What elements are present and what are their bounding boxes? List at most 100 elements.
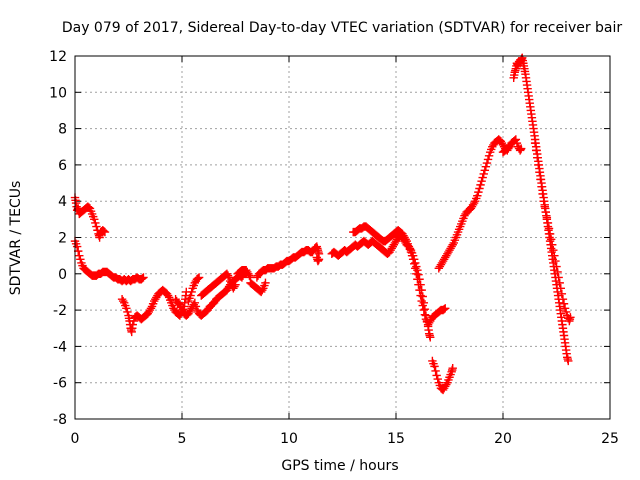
data-point <box>412 269 421 278</box>
x-tick-label: 15 <box>387 431 405 447</box>
data-point <box>483 155 493 164</box>
data-point <box>542 213 552 222</box>
y-tick-label: 4 <box>58 194 67 210</box>
data-point <box>559 299 569 308</box>
data-point <box>414 280 423 289</box>
y-ticks: -8 -6 -4 -2 0 2 4 6 8 10 12 <box>49 49 610 428</box>
data-point <box>550 251 559 260</box>
data-point <box>433 374 442 384</box>
grid <box>75 56 610 419</box>
data-point <box>91 218 100 228</box>
data-point <box>190 298 200 308</box>
data-point <box>535 167 544 177</box>
data-point <box>474 187 483 197</box>
data-point <box>541 207 550 217</box>
data-point <box>546 235 556 244</box>
data-point <box>76 255 85 264</box>
y-axis-label: SDTVAR / TECUs <box>8 181 24 296</box>
data-point <box>516 144 526 153</box>
data-point <box>544 224 554 233</box>
data-point <box>74 246 83 256</box>
data-point <box>479 169 488 179</box>
data-point <box>478 173 487 182</box>
data-point <box>128 320 137 329</box>
data-point <box>416 291 425 300</box>
data-point <box>511 135 521 144</box>
y-tick-label: -8 <box>53 412 67 428</box>
data-point <box>75 251 84 260</box>
data-point <box>224 273 234 282</box>
data-point <box>505 142 514 151</box>
data-point <box>441 304 450 313</box>
data-point <box>225 276 235 286</box>
data-point <box>123 307 132 317</box>
data-point <box>539 197 548 206</box>
data-point <box>417 296 426 306</box>
data-point <box>557 289 567 298</box>
data-point <box>561 307 571 317</box>
y-tick-label: -2 <box>53 303 67 319</box>
data-point <box>448 363 457 373</box>
data-point <box>432 371 441 380</box>
data-point <box>543 218 553 228</box>
data-point <box>409 259 419 269</box>
data-point <box>564 356 573 366</box>
y-tick-label: 12 <box>49 49 67 65</box>
data-point <box>406 247 416 257</box>
data-point <box>420 310 430 319</box>
data-point <box>187 287 196 297</box>
data-point <box>476 180 485 190</box>
plot-marks <box>70 53 575 395</box>
data-point <box>314 255 324 264</box>
y-tick-label: 10 <box>49 85 67 101</box>
data-point <box>540 202 549 211</box>
data-point <box>413 275 422 284</box>
data-point <box>482 158 492 168</box>
data-point <box>477 177 486 186</box>
data-point <box>408 255 418 264</box>
y-tick-label: 6 <box>58 158 67 174</box>
data-point <box>191 302 201 311</box>
data-point <box>537 182 546 191</box>
data-point <box>480 166 490 175</box>
y-tick-label: 8 <box>58 122 67 138</box>
data-point <box>139 273 148 282</box>
x-axis-label: GPS time / hours <box>281 458 398 474</box>
data-point <box>553 267 562 277</box>
data-point <box>481 162 491 171</box>
data-point <box>504 143 513 152</box>
y-tick-label: -4 <box>53 339 67 355</box>
data-point <box>92 222 101 231</box>
data-point <box>555 278 564 288</box>
data-point <box>129 316 139 326</box>
x-tick-label: 0 <box>71 431 80 447</box>
data-point <box>534 160 543 170</box>
data-point <box>554 273 563 282</box>
data-point <box>530 138 540 148</box>
plot-frame <box>74 55 611 420</box>
data-point <box>556 284 565 293</box>
data-point <box>545 229 555 239</box>
data-point <box>560 304 570 313</box>
data-point <box>407 251 417 260</box>
data-point <box>100 227 110 237</box>
data-point <box>566 313 575 322</box>
data-point <box>231 280 240 289</box>
x-tick-label: 10 <box>280 431 298 447</box>
data-point <box>551 256 560 266</box>
y-tick-label: 0 <box>58 267 67 283</box>
data-point <box>99 226 109 236</box>
x-tick-label: 25 <box>601 431 619 447</box>
data-point <box>426 333 435 342</box>
data-point <box>261 278 270 288</box>
data-point <box>194 273 204 282</box>
data-point <box>475 184 484 193</box>
data-point <box>419 305 429 315</box>
data-point <box>512 138 522 148</box>
data-point <box>538 189 547 199</box>
data-point <box>90 215 99 224</box>
data-point <box>558 295 568 304</box>
data-point <box>418 301 427 310</box>
data-point <box>484 151 494 161</box>
